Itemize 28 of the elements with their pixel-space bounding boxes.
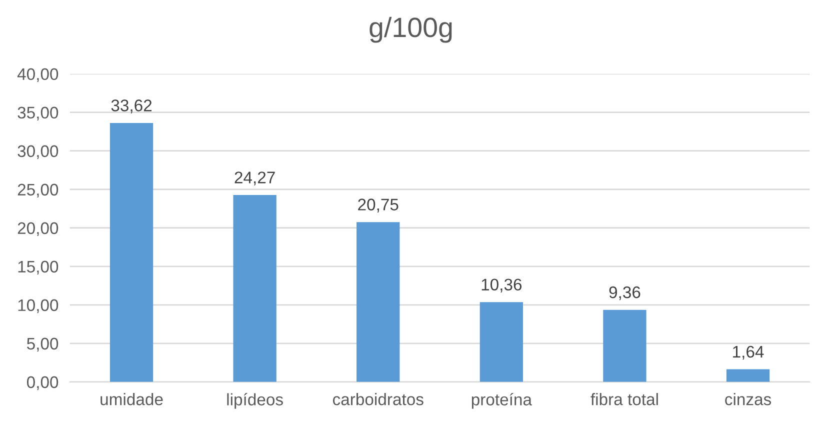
data-label: 10,36 xyxy=(482,278,522,292)
x-tick-label: lipídeos xyxy=(227,393,283,409)
y-tick-label: 35,00 xyxy=(18,106,58,121)
data-label: 9,36 xyxy=(609,286,640,300)
y-tick-label: 20,00 xyxy=(18,222,58,236)
y-tick-label: 30,00 xyxy=(18,145,58,160)
x-tick-label: proteína xyxy=(472,393,532,409)
x-tick-label: umidade xyxy=(100,393,163,406)
chart-title: g/100g xyxy=(370,16,452,43)
bar xyxy=(726,369,770,382)
bar xyxy=(110,122,154,382)
y-tick-label: 10,00 xyxy=(18,299,58,314)
data-label: 24,27 xyxy=(234,172,275,186)
bar xyxy=(480,302,523,382)
data-label: 1,64 xyxy=(733,346,764,360)
bar xyxy=(603,310,646,382)
data-label: 20,75 xyxy=(358,198,398,212)
x-tick-label: carboidratos xyxy=(332,393,424,406)
bar xyxy=(356,222,400,382)
y-tick-label: 40,00 xyxy=(17,68,58,82)
x-tick-label: cinzas xyxy=(725,393,772,406)
data-label: 33,62 xyxy=(111,100,152,114)
bar xyxy=(233,194,276,382)
y-tick-label: 5,00 xyxy=(26,338,58,352)
y-tick-label: 0,00 xyxy=(26,376,58,390)
y-tick-label: 15,00 xyxy=(18,260,58,275)
x-tick-label: fibra total xyxy=(590,393,658,406)
y-tick-label: 25,00 xyxy=(18,184,58,198)
